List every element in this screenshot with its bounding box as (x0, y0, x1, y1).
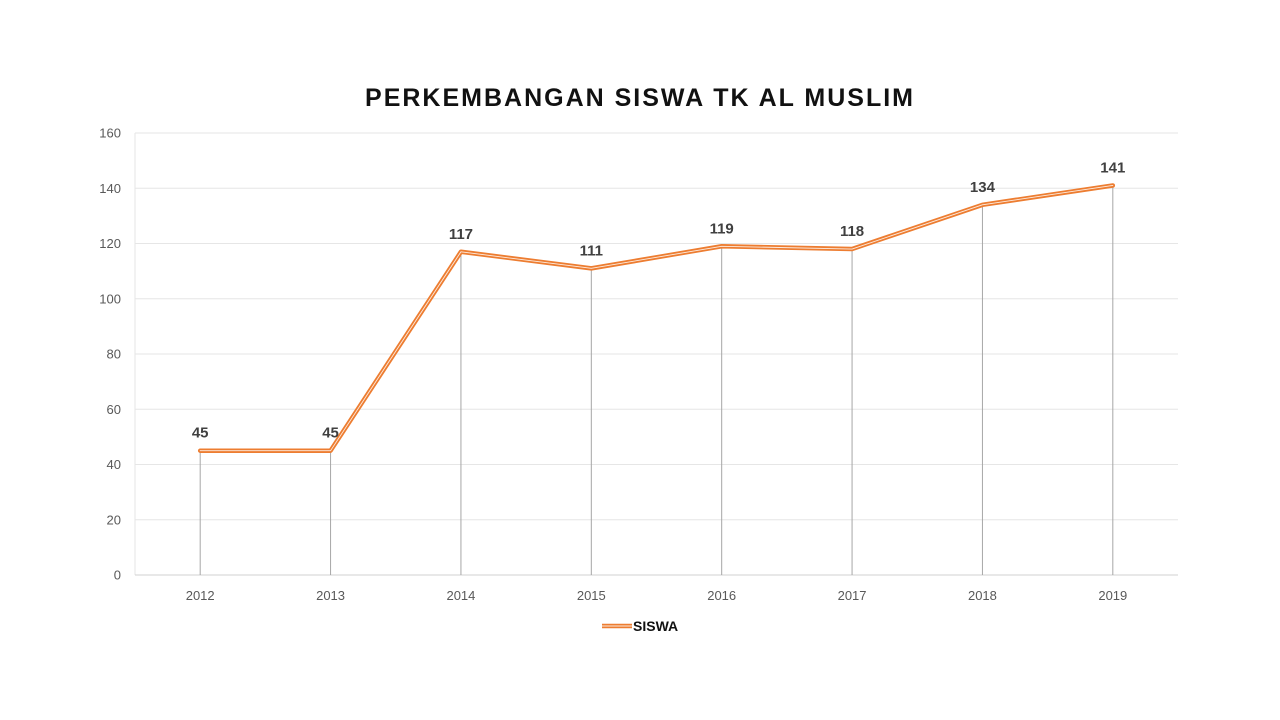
gridlines (135, 132, 1178, 521)
y-tick-label: 100 (99, 291, 121, 306)
x-tick-label: 2015 (577, 588, 606, 603)
x-tick-label: 2018 (968, 588, 997, 603)
chart-title: PERKEMBANGAN SISWA TK AL MUSLIM (365, 84, 915, 112)
axes: 0 20 40 60 80 100 120 140 160 2012 2013 2014 2015 201… (99, 126, 1178, 603)
data-label: 118 (840, 223, 864, 240)
x-tick-label: 2014 (446, 588, 475, 603)
data-label: 119 (710, 220, 734, 237)
y-tick-label: 20 (107, 512, 121, 527)
x-tick-label: 2017 (838, 588, 867, 603)
y-tick-label: 60 (107, 402, 121, 417)
series-line-outer (197, 183, 1116, 453)
y-tick-label: 40 (107, 457, 121, 472)
data-label: 111 (580, 242, 603, 259)
data-label: 117 (449, 226, 473, 243)
legend-label: SISWA (633, 618, 678, 634)
data-label: 134 (970, 179, 996, 196)
y-tick-label: 160 (99, 126, 121, 141)
x-tick-label: 2016 (707, 588, 736, 603)
x-tick-label: 2019 (1098, 588, 1127, 603)
y-tick-label: 140 (99, 181, 121, 196)
x-tick-label: 2012 (186, 588, 215, 603)
drop-lines (199, 185, 1114, 575)
data-label: 45 (192, 425, 209, 442)
data-label: 45 (322, 425, 339, 442)
series-lines (197, 183, 1116, 453)
y-tick-label: 0 (114, 568, 121, 583)
series-line-inner (199, 185, 1114, 452)
data-labels: 45 45 117 111 119 118 134 141 (192, 159, 1125, 441)
x-tick-label: 2013 (316, 588, 345, 603)
legend: SISWA (602, 618, 678, 634)
y-tick-label: 80 (107, 347, 121, 362)
y-tick-label: 120 (99, 236, 121, 251)
data-label: 141 (1100, 159, 1125, 176)
